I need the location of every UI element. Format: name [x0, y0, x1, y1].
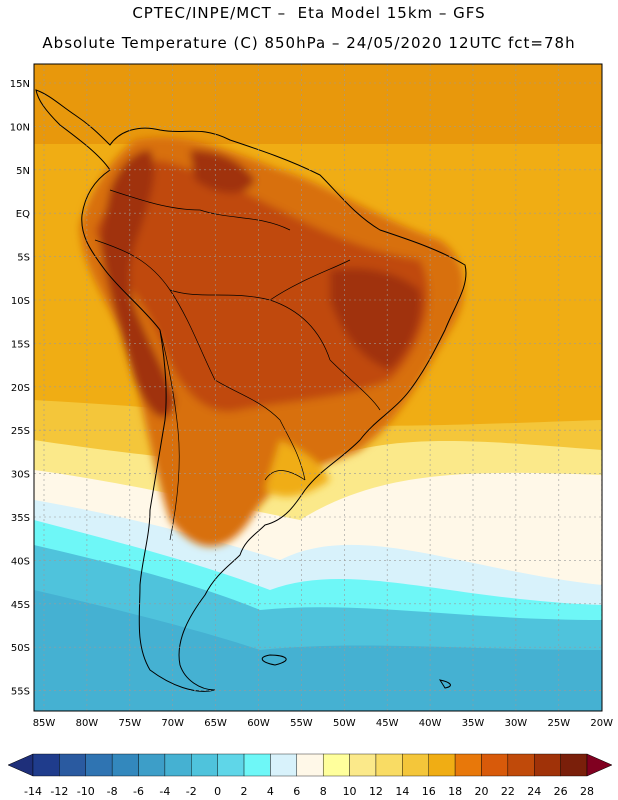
colorbar-over-arrow — [586, 753, 613, 777]
lat-label: 10S — [11, 296, 30, 307]
lat-label: 5S — [17, 253, 30, 264]
lat-label: 20S — [11, 383, 30, 394]
colorbar-swatch — [534, 753, 561, 777]
colorbar-swatch — [375, 753, 403, 777]
coastlines — [35, 89, 467, 692]
lon-label: 20W — [590, 718, 613, 729]
colorbar-swatch — [85, 753, 113, 777]
colorbar-swatch — [507, 753, 535, 777]
lon-label: 55W — [290, 718, 313, 729]
field-north-band — [34, 64, 602, 144]
colorbar-tick-label: -6 — [133, 785, 144, 798]
lon-label: 45W — [376, 718, 399, 729]
map-frame — [33, 63, 603, 712]
colorbar-tick-label: 8 — [320, 785, 327, 798]
lat-label: 15S — [11, 339, 30, 350]
colorbar-tick-label: 26 — [554, 785, 568, 798]
colorbar-swatch — [217, 753, 245, 777]
lon-label: 30W — [505, 718, 528, 729]
lat-label: 40S — [11, 556, 30, 567]
colorbar-tick-label: 4 — [267, 785, 274, 798]
field-minus2-0 — [34, 590, 602, 711]
lat-label: 55S — [11, 687, 30, 698]
colorbar-swatch — [481, 753, 509, 777]
colorbar-tick-label: -2 — [186, 785, 197, 798]
colorbar-swatch — [138, 753, 166, 777]
lat-label: 45S — [11, 600, 30, 611]
colorbar-swatch — [111, 753, 139, 777]
colorbar-swatch — [59, 753, 86, 777]
colorbar-swatch — [428, 753, 456, 777]
longitude-labels: 85W 80W 75W 70W 65W 60W 55W 50W 45W 40W 35W 30W 25W 2… — [33, 718, 613, 729]
colorbar-tick-label: 6 — [293, 785, 300, 798]
colorbar-swatch — [560, 753, 588, 777]
lat-label: 50S — [11, 643, 30, 654]
colorbar-swatch — [270, 753, 298, 777]
colorbar-swatch — [322, 753, 350, 777]
colorbar-swatch — [349, 753, 377, 777]
colorbar-tick-label: 14 — [395, 785, 409, 798]
colorbar-swatch — [402, 753, 429, 777]
colorbar-tick-label: -10 — [77, 785, 95, 798]
colorbar-swatch — [454, 753, 482, 777]
lat-label: 35S — [11, 513, 30, 524]
latitude-labels: 15N 10N 5N EQ 5S 10S 15S 20S 25S 30S 35S 40S 45S 50S 5… — [10, 79, 30, 698]
lat-label: 25S — [11, 426, 30, 437]
title-line-1: CPTEC/INPE/MCT – Eta Model 15km – GFS — [132, 4, 486, 22]
colorbar-tick-label: 16 — [422, 785, 436, 798]
colorbar-tick-label: 24 — [527, 785, 541, 798]
colorbar-tick-label: -12 — [50, 785, 68, 798]
colorbar — [7, 753, 613, 777]
lon-label: 75W — [118, 718, 141, 729]
colorbar-tick-label: -4 — [159, 785, 170, 798]
colorbar-tick-label: -14 — [24, 785, 42, 798]
colorbar-swatch — [164, 753, 192, 777]
colorbar-swatch — [243, 753, 271, 777]
lon-label: 80W — [76, 718, 99, 729]
lat-label: 30S — [11, 470, 30, 481]
temperature-field — [34, 64, 602, 711]
colorbar-tick-label: 12 — [369, 785, 383, 798]
lon-label: 60W — [247, 718, 270, 729]
colorbar-under-arrow — [7, 753, 34, 777]
colorbar-swatch — [191, 753, 218, 777]
colorbar-tick-label: 20 — [474, 785, 488, 798]
colorbar-swatch — [32, 753, 60, 777]
lat-label: 5N — [16, 166, 30, 177]
title-line-2: Absolute Temperature (C) 850hPa – 24/05/… — [42, 34, 576, 52]
lon-label: 65W — [204, 718, 227, 729]
continent-heat — [80, 137, 464, 547]
colorbar-tick-label: 18 — [448, 785, 462, 798]
colorbar-tick-label: 2 — [241, 785, 248, 798]
lon-label: 25W — [547, 718, 570, 729]
lat-label: 15N — [10, 79, 30, 90]
lon-label: 50W — [333, 718, 356, 729]
lon-label: 35W — [462, 718, 485, 729]
lon-label: 85W — [33, 718, 56, 729]
lon-label: 40W — [419, 718, 442, 729]
lat-label: 10N — [10, 122, 30, 133]
colorbar-tick-label: 0 — [214, 785, 221, 798]
colorbar-tick-label: 28 — [580, 785, 594, 798]
lon-label: 70W — [161, 718, 184, 729]
colorbar-tick-label: -8 — [107, 785, 118, 798]
colorbar-tick-labels: -14 -12 -10 -8 -6 -4 -2 0 2 4 6 8 10 12 14 16 18 20 22 24 26… — [24, 785, 594, 798]
lat-label: EQ — [16, 209, 30, 220]
colorbar-swatch — [296, 753, 324, 777]
colorbar-tick-label: 22 — [501, 785, 515, 798]
colorbar-tick-label: 10 — [343, 785, 357, 798]
